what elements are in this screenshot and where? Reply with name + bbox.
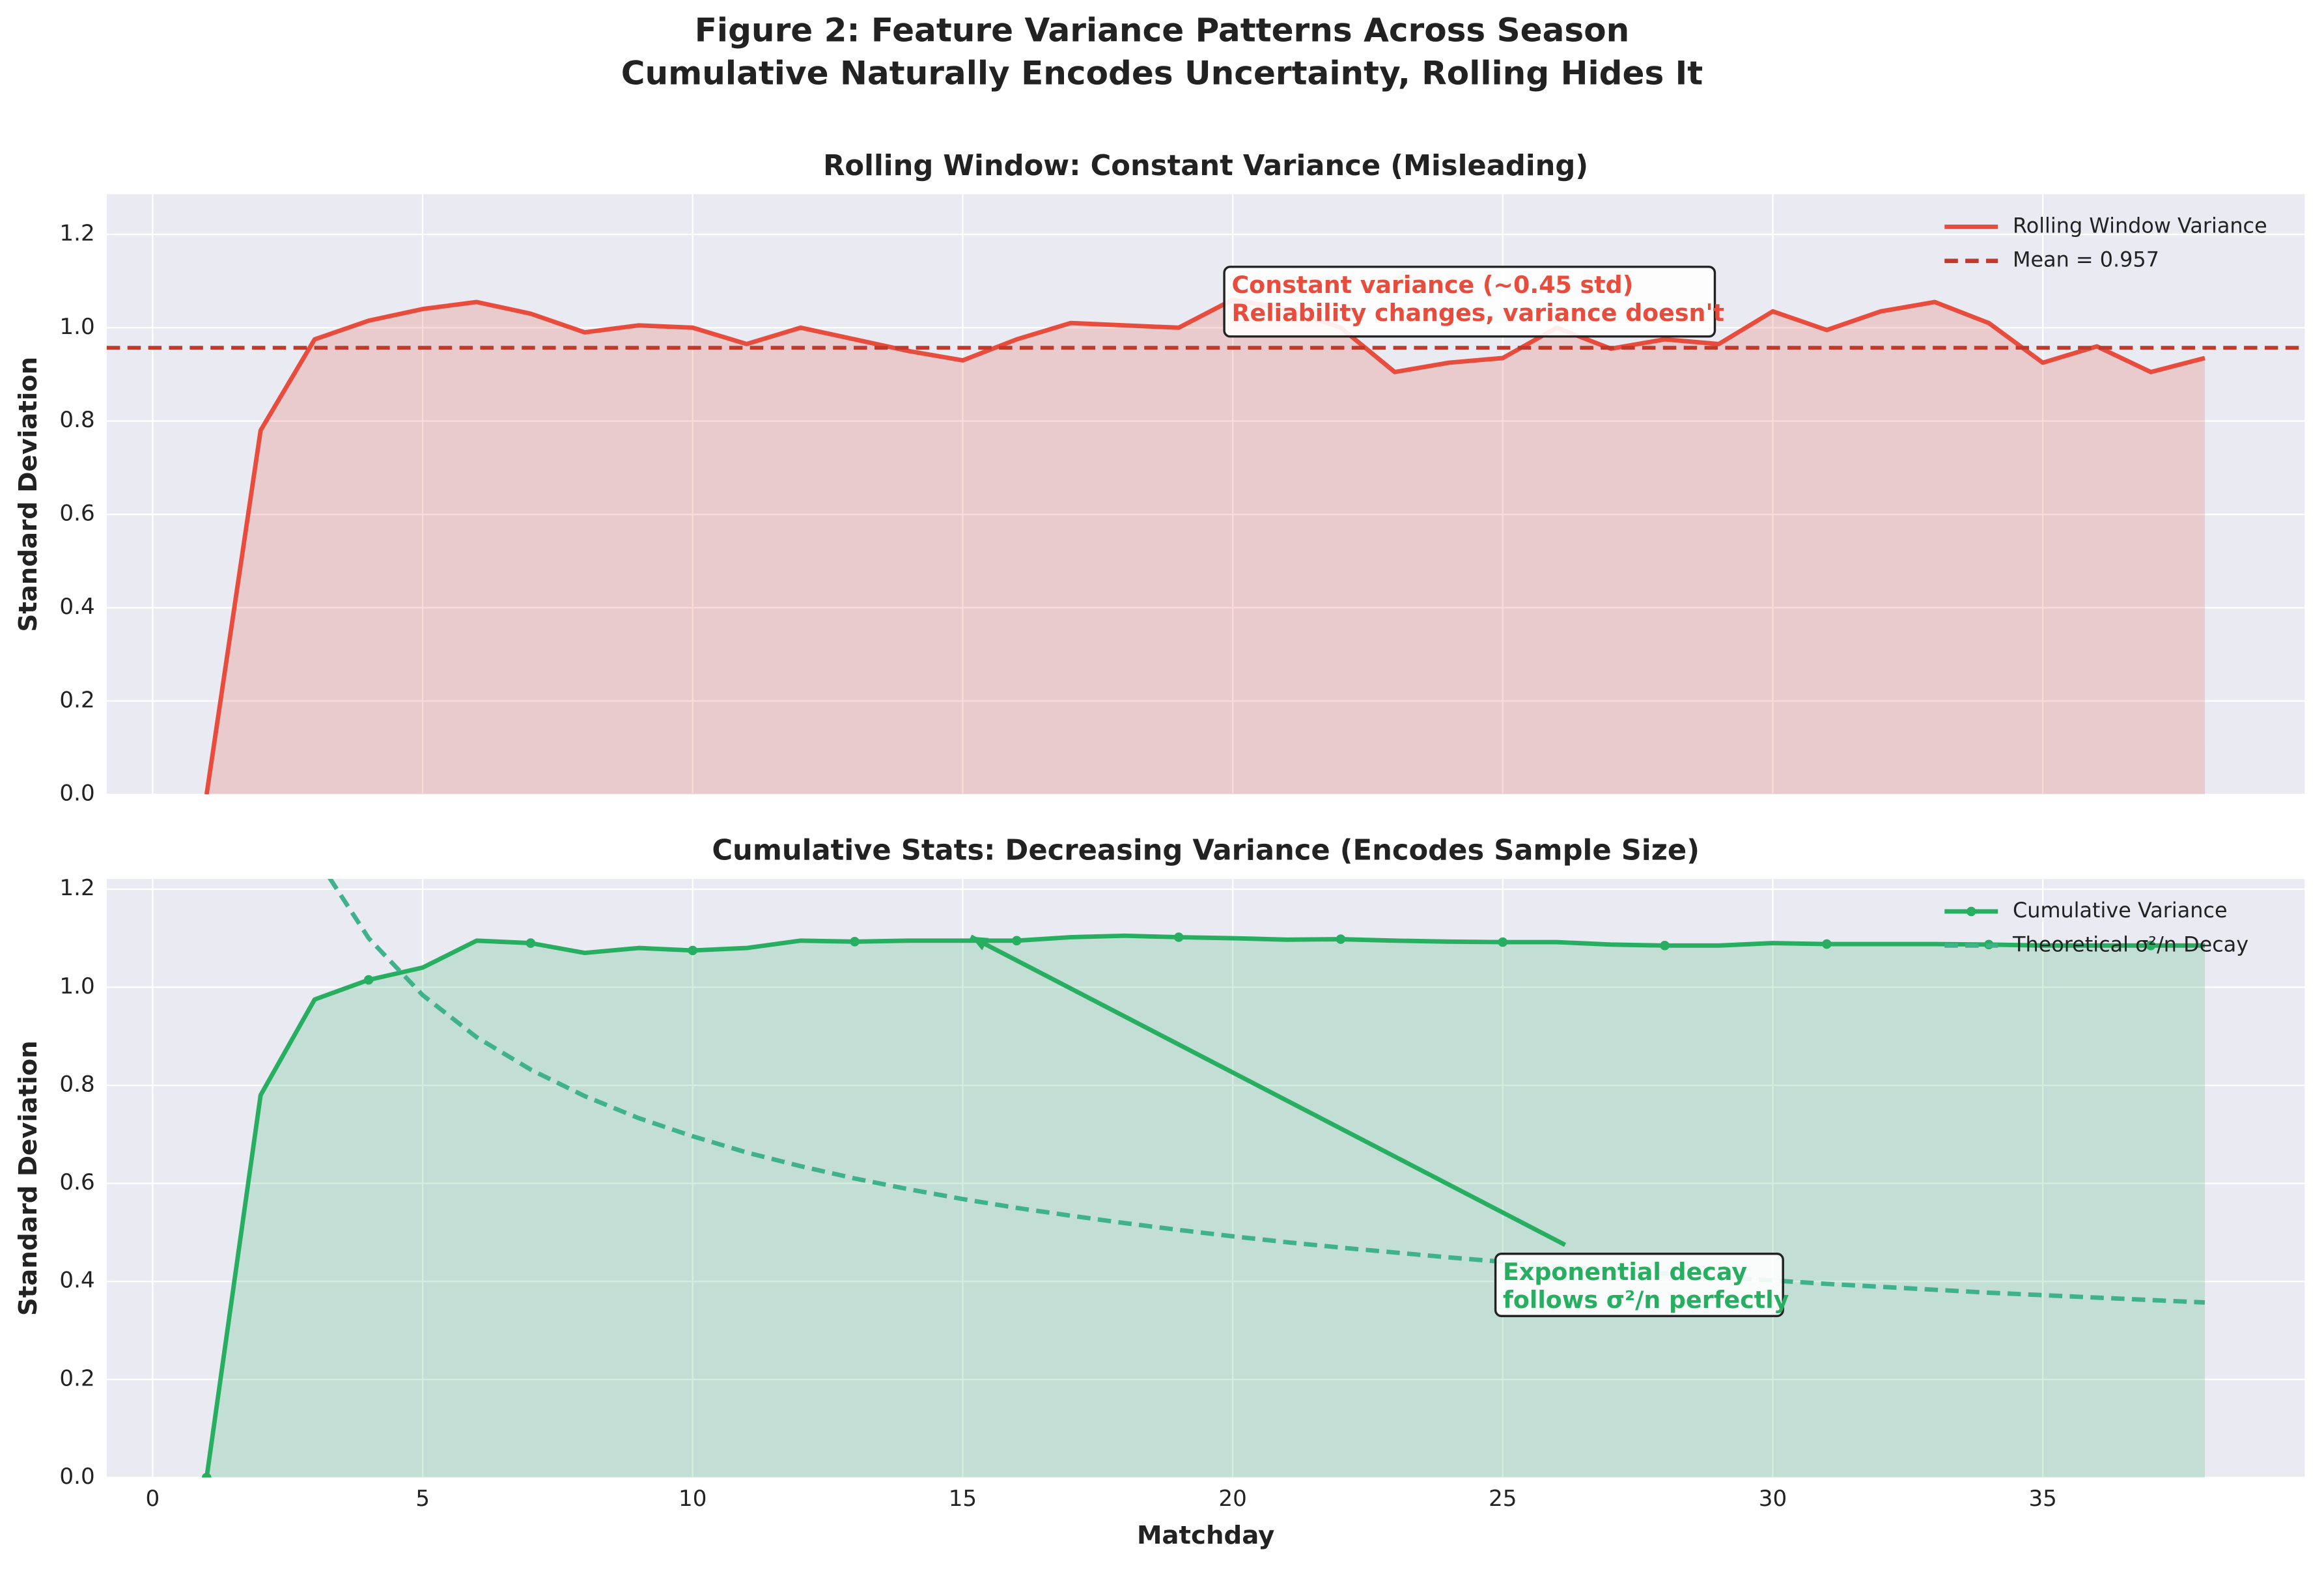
x-tick-label: 30 [1759, 1486, 1787, 1512]
marker [525, 938, 536, 948]
panel-title: Cumulative Stats: Decreasing Variance (E… [712, 834, 1700, 867]
marker [850, 937, 860, 947]
x-tick-label: 0 [146, 1486, 160, 1512]
plot-area [202, 878, 2205, 1478]
legend-label: Rolling Window Variance [2013, 213, 2267, 238]
x-tick-label: 15 [949, 1486, 977, 1512]
y-tick-label: 1.0 [59, 314, 94, 340]
y-tick-label: 0.4 [59, 594, 94, 620]
legend-label: Cumulative Variance [2013, 898, 2228, 923]
marker [1822, 939, 1832, 949]
line [204, 297, 2205, 795]
x-tick-label: 25 [1489, 1486, 1517, 1512]
marker [1012, 936, 1022, 946]
y-tick-label: 0.8 [59, 1071, 94, 1097]
y-tick-label: 0.8 [59, 407, 94, 433]
area [206, 936, 2205, 1478]
marker [688, 945, 698, 956]
marker [1498, 937, 1508, 947]
y-tick-label: 0.2 [59, 687, 94, 713]
plot-background [106, 194, 2305, 795]
annotation-text: Constant variance (~0.45 std) [1231, 271, 1633, 299]
legend-marker [1966, 906, 1976, 917]
figure-title: Figure 2: Feature Variance Patterns Acro… [695, 12, 1630, 49]
marker [202, 1473, 212, 1478]
x-tick-label: 35 [2028, 1486, 2056, 1512]
plot-area [204, 297, 2205, 795]
x-tick-label: 20 [1218, 1486, 1246, 1512]
y-axis-label: Standard Deviation [14, 1040, 43, 1316]
figure-subtitle: Cumulative Naturally Encodes Uncertainty… [621, 55, 1703, 92]
y-tick-label: 0.2 [59, 1365, 94, 1391]
y-axis-label: Standard Deviation [14, 357, 43, 632]
area [206, 299, 2205, 795]
annotation-text: Reliability changes, variance doesn't [1231, 299, 1724, 327]
y-tick-label: 0.0 [59, 781, 94, 807]
x-tick-label: 5 [415, 1486, 430, 1512]
marker [1336, 934, 1346, 944]
annotation-box [1494, 1253, 1784, 1318]
legend-label: Theoretical σ²/n Decay [2012, 932, 2248, 956]
x-axis-label: Matchday [1137, 1521, 1274, 1550]
annotation-box [1223, 266, 1716, 338]
y-tick-label: 0.0 [59, 1464, 94, 1490]
y-tick-label: 0.6 [59, 1169, 94, 1195]
panel-title: Rolling Window: Constant Variance (Misle… [823, 150, 1588, 182]
legend-label: Mean = 0.957 [2013, 247, 2159, 272]
marker [363, 975, 374, 985]
y-tick-label: 0.4 [59, 1268, 94, 1294]
y-tick-label: 1.2 [59, 875, 94, 901]
line [328, 878, 2205, 1305]
y-tick-label: 1.0 [59, 973, 94, 999]
y-tick-label: 0.6 [59, 501, 94, 527]
marker [1173, 932, 1184, 942]
annotation-text: Exponential decay [1503, 1258, 1747, 1286]
y-tick-label: 1.2 [59, 220, 94, 246]
x-tick-label: 10 [679, 1486, 707, 1512]
annotation-text: follows σ²/n perfectly [1503, 1286, 1789, 1314]
line [204, 933, 2205, 1478]
marker [1660, 941, 1670, 951]
plot-background [106, 878, 2305, 1478]
annotation-arrowhead [970, 936, 989, 951]
annotation-arrow [970, 934, 1567, 1247]
marker [2146, 941, 2156, 951]
